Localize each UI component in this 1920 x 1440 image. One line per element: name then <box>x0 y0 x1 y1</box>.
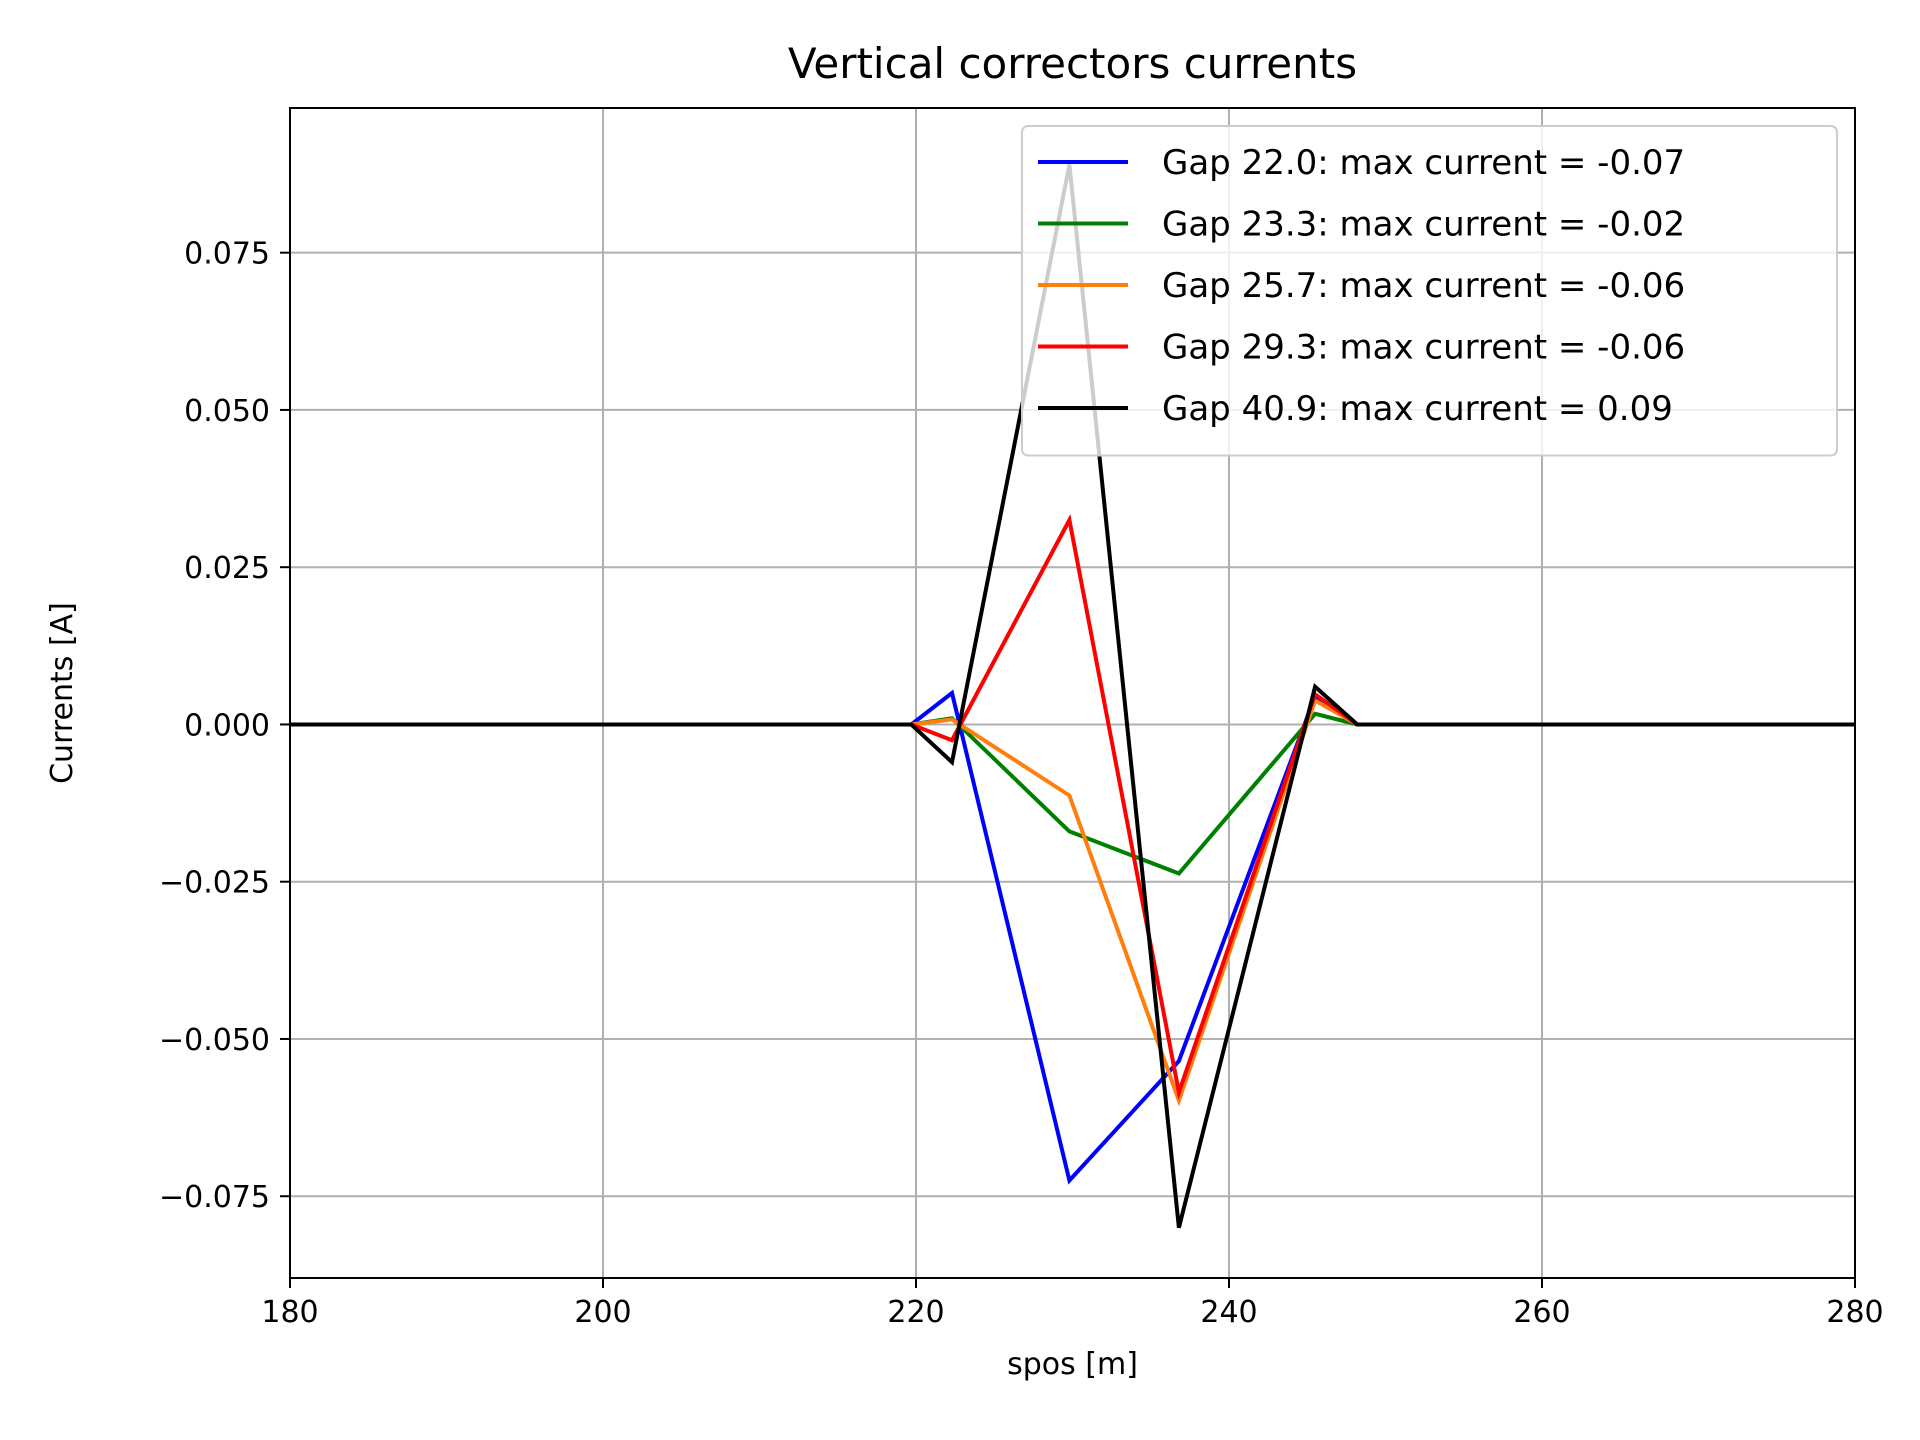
y-tick-label: 0.075 <box>184 237 270 272</box>
series-line-5 <box>290 164 1855 1229</box>
y-axis-label: Currents [A] <box>45 602 80 784</box>
legend: Gap 22.0: max current = -0.07 Gap 23.3: m… <box>1021 125 1838 457</box>
plot-frame <box>289 107 1856 1279</box>
legend-label: Gap 29.3: max current = -0.06 <box>1162 328 1685 368</box>
chart-title: Vertical correctors currents <box>788 39 1357 88</box>
legend-box <box>1021 125 1838 457</box>
x-tick-label: 220 <box>887 1295 944 1330</box>
x-tick-label: 240 <box>1200 1295 1257 1330</box>
y-tick-label: −0.075 <box>159 1180 270 1215</box>
y-tick-label: 0.000 <box>184 708 270 743</box>
legend-label: Gap 25.7: max current = -0.06 <box>1162 266 1685 306</box>
y-tick-label: −0.050 <box>159 1023 270 1058</box>
x-tick-label: 260 <box>1513 1295 1570 1330</box>
x-tick-label: 200 <box>574 1295 631 1330</box>
legend-label: Gap 40.9: max current = 0.09 <box>1162 389 1673 429</box>
y-tick-label: 0.050 <box>184 394 270 429</box>
legend-label: Gap 23.3: max current = -0.02 <box>1162 205 1685 245</box>
legend-label: Gap 22.0: max current = -0.07 <box>1162 143 1685 183</box>
series-layer <box>290 164 1855 1229</box>
x-tick-label: 180 <box>261 1295 318 1330</box>
y-tick-label: −0.025 <box>159 866 270 901</box>
y-tick-label: 0.025 <box>184 551 270 586</box>
ticks: 180 200 220 240 260 280 −0.075 −0.050 −0.025 0.00… <box>159 237 1884 1330</box>
x-tick-label: 280 <box>1826 1295 1883 1330</box>
x-axis-label: spos [m] <box>1007 1347 1138 1382</box>
